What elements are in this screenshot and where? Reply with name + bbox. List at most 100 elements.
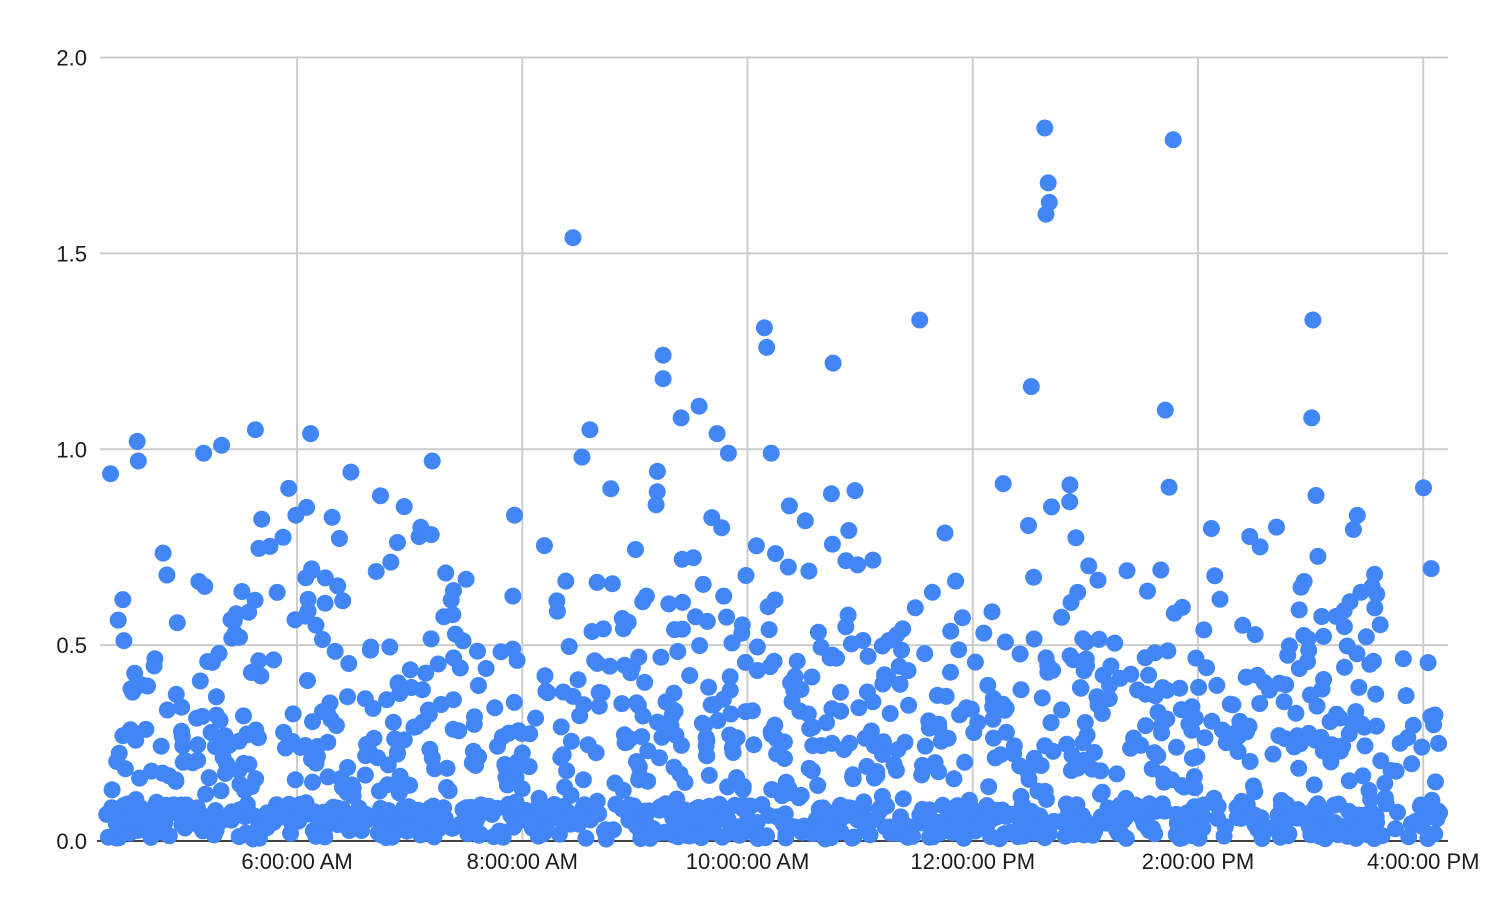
data-point	[969, 714, 987, 732]
data-point	[1413, 817, 1431, 835]
data-point	[195, 444, 213, 462]
data-point	[442, 591, 460, 609]
data-point	[1268, 518, 1285, 536]
data-point	[891, 675, 909, 693]
data-point	[486, 699, 504, 717]
data-point	[274, 528, 292, 546]
data-point	[1354, 767, 1372, 785]
data-point	[440, 782, 458, 800]
data-point	[992, 746, 1010, 764]
data-point	[1025, 630, 1043, 648]
data-point	[627, 541, 644, 558]
data-point	[1246, 626, 1264, 644]
x-tick-label: 6:00:00 AM	[241, 849, 352, 874]
data-point	[926, 754, 944, 772]
data-point	[1430, 734, 1448, 752]
data-point	[211, 711, 229, 729]
data-point	[1335, 618, 1353, 636]
data-point	[804, 718, 822, 736]
data-point	[384, 713, 402, 731]
data-point	[796, 512, 814, 530]
data-point	[189, 736, 207, 754]
data-point	[1290, 660, 1308, 677]
data-point	[1280, 637, 1298, 655]
data-point	[451, 659, 469, 677]
data-point	[1076, 714, 1094, 731]
data-point	[129, 452, 147, 470]
data-point	[443, 819, 461, 837]
axis-labels: 0.0 0.5 1.0 1.5 2.0 6:00:00 AM 8:00:00 AM 10:00…	[56, 46, 1479, 875]
data-point	[1371, 616, 1389, 634]
data-point	[225, 612, 243, 630]
data-point	[1182, 825, 1200, 843]
data-point	[982, 828, 1000, 845]
data-point	[109, 611, 127, 629]
data-point	[364, 699, 382, 717]
data-point	[602, 480, 620, 498]
data-point	[265, 813, 283, 831]
data-point	[523, 819, 541, 837]
data-point	[265, 651, 283, 669]
data-point	[401, 661, 419, 679]
data-point	[816, 830, 834, 848]
data-point	[736, 653, 754, 671]
data-point	[719, 811, 737, 829]
data-point	[1172, 701, 1190, 719]
data-point	[818, 815, 836, 833]
data-point	[994, 475, 1012, 493]
data-point	[299, 672, 316, 689]
data-point	[369, 824, 387, 842]
data-point	[573, 448, 591, 466]
data-point	[153, 810, 171, 828]
data-point	[1426, 706, 1444, 724]
data-point	[1376, 774, 1394, 792]
data-point	[203, 653, 221, 671]
data-point	[1009, 828, 1027, 846]
data-point	[158, 566, 176, 584]
data-point	[947, 572, 965, 590]
data-point	[370, 782, 388, 800]
data-point	[1160, 478, 1178, 496]
data-point	[803, 668, 821, 686]
data-point	[931, 824, 949, 842]
data-point	[1313, 826, 1331, 844]
data-point	[636, 673, 654, 691]
data-point	[1290, 759, 1308, 777]
data-point	[1211, 590, 1229, 608]
data-point	[734, 781, 752, 798]
data-point	[1386, 820, 1404, 838]
data-point	[666, 702, 684, 720]
data-point	[881, 705, 899, 722]
data-point	[1195, 621, 1213, 639]
data-point	[1037, 205, 1055, 223]
data-point	[652, 648, 670, 666]
data-point	[506, 506, 523, 524]
data-point	[520, 758, 538, 776]
data-point	[966, 822, 984, 840]
data-point	[823, 535, 841, 553]
data-point	[303, 560, 321, 578]
data-point	[1089, 571, 1107, 589]
data-point	[916, 737, 934, 755]
data-point	[697, 729, 715, 746]
data-point	[887, 761, 905, 779]
data-point	[323, 508, 341, 526]
data-point	[737, 567, 755, 584]
data-point	[1137, 717, 1155, 735]
x-tick-label: 10:00:00 AM	[686, 849, 810, 874]
data-point	[550, 825, 568, 843]
data-point	[1415, 479, 1432, 497]
data-point	[280, 479, 298, 497]
data-point	[177, 796, 195, 814]
data-point	[1092, 785, 1110, 803]
data-point	[721, 668, 739, 686]
data-point	[379, 803, 397, 821]
data-point	[1323, 736, 1341, 754]
data-point	[412, 518, 430, 536]
data-point	[1403, 755, 1421, 773]
data-point	[719, 778, 737, 796]
data-point	[1159, 642, 1177, 660]
data-point	[1188, 748, 1206, 766]
data-point	[292, 738, 310, 756]
